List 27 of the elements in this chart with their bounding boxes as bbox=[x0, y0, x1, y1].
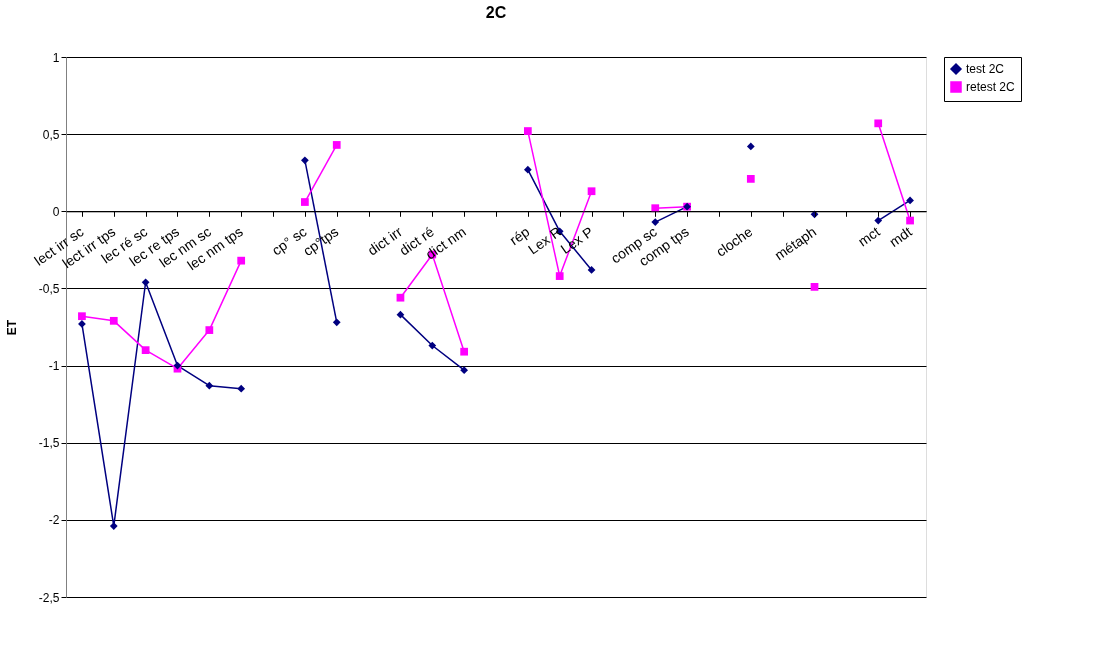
y-tick-label: -1 bbox=[48, 359, 60, 374]
point bbox=[237, 384, 246, 393]
point bbox=[874, 119, 883, 128]
point bbox=[141, 346, 150, 355]
legend-label: test 2C bbox=[966, 62, 1005, 76]
y-tick-label: -0,5 bbox=[38, 281, 60, 296]
y-axis-title: ET bbox=[4, 319, 19, 336]
x-tick-label: mct bbox=[855, 223, 883, 250]
point bbox=[746, 175, 755, 183]
chart-title: 2C bbox=[485, 4, 507, 21]
y-tick-label: 1 bbox=[52, 50, 60, 65]
y-tick-label: -1,5 bbox=[38, 436, 60, 451]
y-tick-label: -2,5 bbox=[38, 590, 60, 605]
point bbox=[109, 522, 118, 530]
x-tick-label: mdt bbox=[886, 223, 915, 250]
point bbox=[78, 312, 86, 321]
point bbox=[109, 316, 118, 325]
y-tick-label: 0,5 bbox=[42, 127, 60, 142]
point bbox=[746, 142, 755, 151]
point bbox=[78, 320, 86, 328]
point bbox=[205, 381, 214, 390]
point bbox=[141, 278, 150, 287]
y-tick-label: 0 bbox=[52, 204, 60, 219]
legend-label: retest 2C bbox=[966, 80, 1016, 94]
point bbox=[205, 326, 214, 334]
y-tick-label: -2 bbox=[48, 513, 60, 528]
point bbox=[237, 256, 246, 265]
